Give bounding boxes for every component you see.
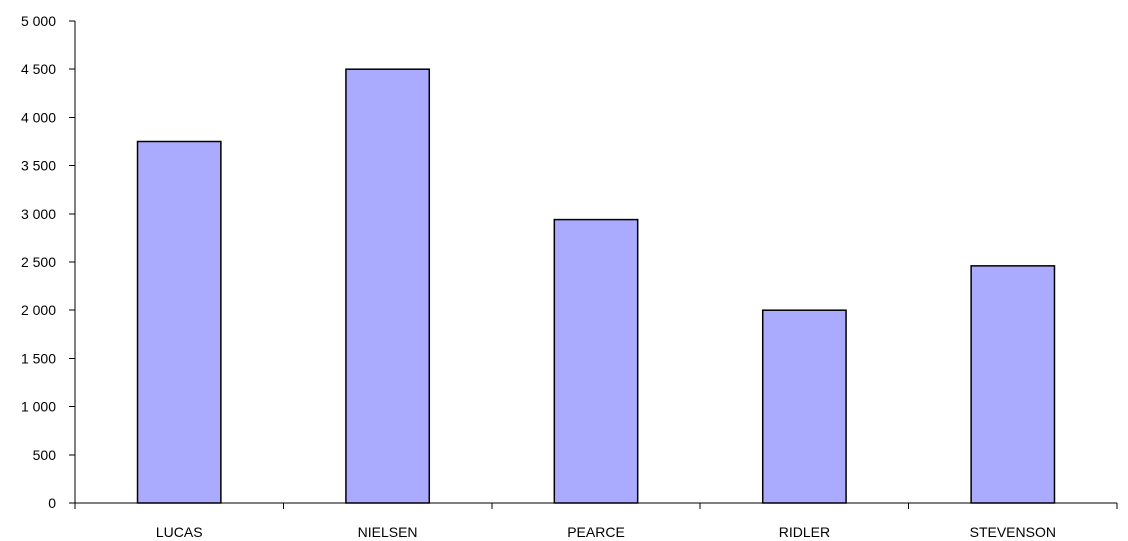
bar-nielsen [345, 68, 431, 504]
bar-stevenson [970, 265, 1056, 504]
y-tick-label: 4 000 [21, 109, 56, 125]
x-tick-label-pearce: PEARCE [567, 524, 625, 540]
y-tick-label: 5 000 [21, 13, 56, 29]
y-tick-label: 3 500 [21, 158, 56, 174]
y-tick-label: 2 500 [21, 254, 56, 270]
bar-pearce [553, 218, 639, 504]
y-tick-label: 4 500 [21, 61, 56, 77]
x-axis-ticks [74, 503, 1118, 509]
y-axis-tick-labels: 0 500 1 000 1 500 2 000 2 500 3 000 3 500 4 000 4… [21, 13, 56, 511]
x-tick-label-stevenson: STEVENSON [970, 524, 1056, 540]
bars [136, 68, 1056, 504]
x-tick-label-nielsen: NIELSEN [358, 524, 418, 540]
y-tick-label: 0 [48, 495, 56, 511]
y-tick-label: 3 000 [21, 206, 56, 222]
y-tick-label: 500 [33, 447, 57, 463]
y-axis-ticks [69, 20, 75, 504]
y-tick-label: 1 000 [21, 399, 56, 415]
y-tick-label: 2 000 [21, 302, 56, 318]
bar-lucas [136, 140, 222, 504]
x-tick-label-ridler: RIDLER [779, 524, 830, 540]
bar-ridler [761, 309, 847, 504]
x-tick-label-lucas: LUCAS [156, 524, 203, 540]
y-tick-label: 1 500 [21, 350, 56, 366]
x-axis-tick-labels: LUCAS NIELSEN PEARCE RIDLER STEVENSON [156, 524, 1056, 540]
